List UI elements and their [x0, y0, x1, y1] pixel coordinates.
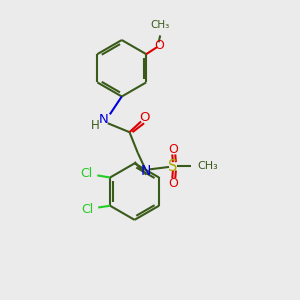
Text: N: N	[141, 164, 151, 178]
Text: N: N	[98, 113, 108, 126]
Text: Cl: Cl	[81, 203, 93, 216]
Text: Cl: Cl	[80, 167, 92, 180]
Text: O: O	[139, 111, 150, 124]
Text: H: H	[91, 118, 99, 131]
Text: O: O	[169, 142, 178, 156]
Text: CH₃: CH₃	[197, 161, 218, 171]
Text: CH₃: CH₃	[151, 20, 170, 30]
Text: S: S	[168, 159, 178, 174]
Text: O: O	[169, 177, 178, 190]
Text: O: O	[154, 39, 164, 52]
